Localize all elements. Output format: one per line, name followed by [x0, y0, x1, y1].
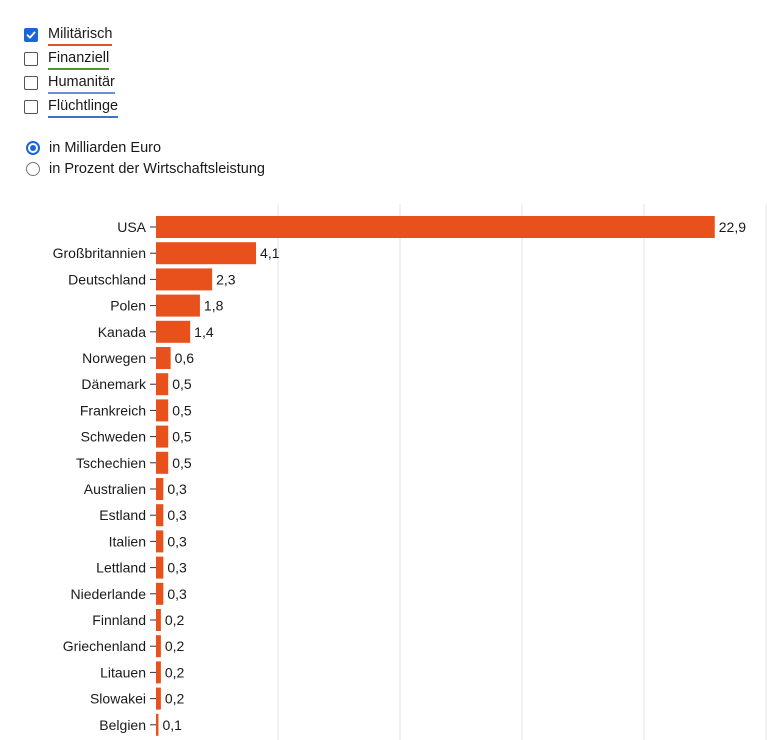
checkbox-label: Flüchtlinge: [48, 97, 119, 118]
category-label: Dänemark: [81, 376, 147, 392]
unit-radio-1[interactable]: in Milliarden Euro: [26, 138, 161, 158]
value-label: 0,5: [172, 429, 192, 445]
checkbox-icon[interactable]: [24, 52, 38, 66]
category-label: Norwegen: [82, 350, 146, 366]
bar: [156, 347, 171, 369]
checkbox-label: Militärisch: [48, 25, 113, 46]
bar: [156, 294, 200, 317]
category-label: Kanada: [98, 324, 146, 340]
bar: [156, 216, 715, 238]
bar: [156, 451, 169, 474]
category-label: Niederlande: [71, 586, 147, 602]
value-label: 0,3: [167, 507, 187, 523]
category-label: Großbritannien: [53, 245, 146, 261]
radio-icon[interactable]: [26, 162, 40, 176]
value-label: 0,3: [167, 533, 187, 549]
value-label: 0,6: [175, 350, 195, 366]
bar: [156, 556, 164, 579]
category-label: Slowakei: [90, 691, 146, 707]
value-label: 0,2: [165, 638, 185, 654]
value-label: 0,3: [167, 586, 187, 602]
checkbox-icon[interactable]: [24, 76, 38, 90]
filter-checkbox-3[interactable]: Humanitär: [24, 73, 115, 94]
category-label: Griechenland: [63, 638, 146, 654]
checkbox-label: Humanitär: [48, 73, 115, 94]
bar: [156, 687, 161, 710]
category-label: USA: [117, 219, 146, 235]
category-label: Schweden: [81, 429, 146, 445]
value-label: 0,3: [167, 481, 187, 497]
category-label: Belgien: [99, 717, 146, 733]
category-label: Italien: [109, 533, 146, 549]
radio-label: in Prozent der Wirtschaftsleistung: [49, 161, 265, 177]
value-label: 1,4: [194, 324, 214, 340]
radio-icon[interactable]: [26, 141, 40, 155]
value-label: 0,2: [165, 612, 185, 628]
category-label: Polen: [110, 298, 146, 314]
value-label: 0,5: [172, 402, 192, 418]
unit-radio-2[interactable]: in Prozent der Wirtschaftsleistung: [26, 159, 265, 179]
bar: [156, 425, 169, 448]
filter-checkbox-4[interactable]: Flüchtlinge: [24, 97, 119, 118]
checkbox-icon[interactable]: [24, 100, 38, 114]
category-label: Estland: [99, 507, 146, 523]
bar: [156, 661, 161, 684]
bar: [156, 399, 169, 422]
bar: [156, 242, 257, 265]
category-label: Deutschland: [68, 271, 146, 287]
bar: [156, 320, 191, 343]
checkbox-label: Finanziell: [48, 49, 110, 70]
value-label: 0,5: [172, 376, 192, 392]
category-label: Australien: [84, 481, 146, 497]
value-label: 1,8: [204, 298, 224, 314]
bar: [156, 582, 164, 605]
category-label: Frankreich: [80, 402, 146, 418]
value-label: 0,2: [165, 664, 185, 680]
bar: [156, 373, 169, 396]
category-label: Tschechien: [76, 455, 146, 471]
bar: [156, 713, 159, 736]
bar: [156, 268, 213, 291]
checkbox-icon[interactable]: [24, 28, 38, 42]
value-label: 22,9: [719, 219, 746, 235]
bar-chart: USA 22,9 Großbritannien 4,1 Deutschland 2,3 Po…: [53, 204, 767, 740]
bar: [156, 609, 161, 631]
value-label: 0,3: [167, 560, 187, 576]
category-label: Lettland: [96, 560, 146, 576]
radio-label: in Milliarden Euro: [49, 140, 162, 156]
bar: [156, 478, 164, 500]
value-label: 0,2: [165, 691, 185, 707]
bar: [156, 635, 161, 658]
value-label: 2,3: [216, 271, 236, 287]
bar: [156, 504, 164, 527]
value-label: 0,1: [162, 717, 182, 733]
category-label: Litauen: [100, 664, 146, 680]
filter-checkbox-2[interactable]: Finanziell: [24, 49, 110, 70]
filter-checkbox-1[interactable]: Militärisch: [24, 25, 113, 46]
bar: [156, 530, 164, 553]
value-label: 0,5: [172, 455, 192, 471]
value-label: 4,1: [260, 245, 280, 261]
category-label: Finnland: [92, 612, 146, 628]
